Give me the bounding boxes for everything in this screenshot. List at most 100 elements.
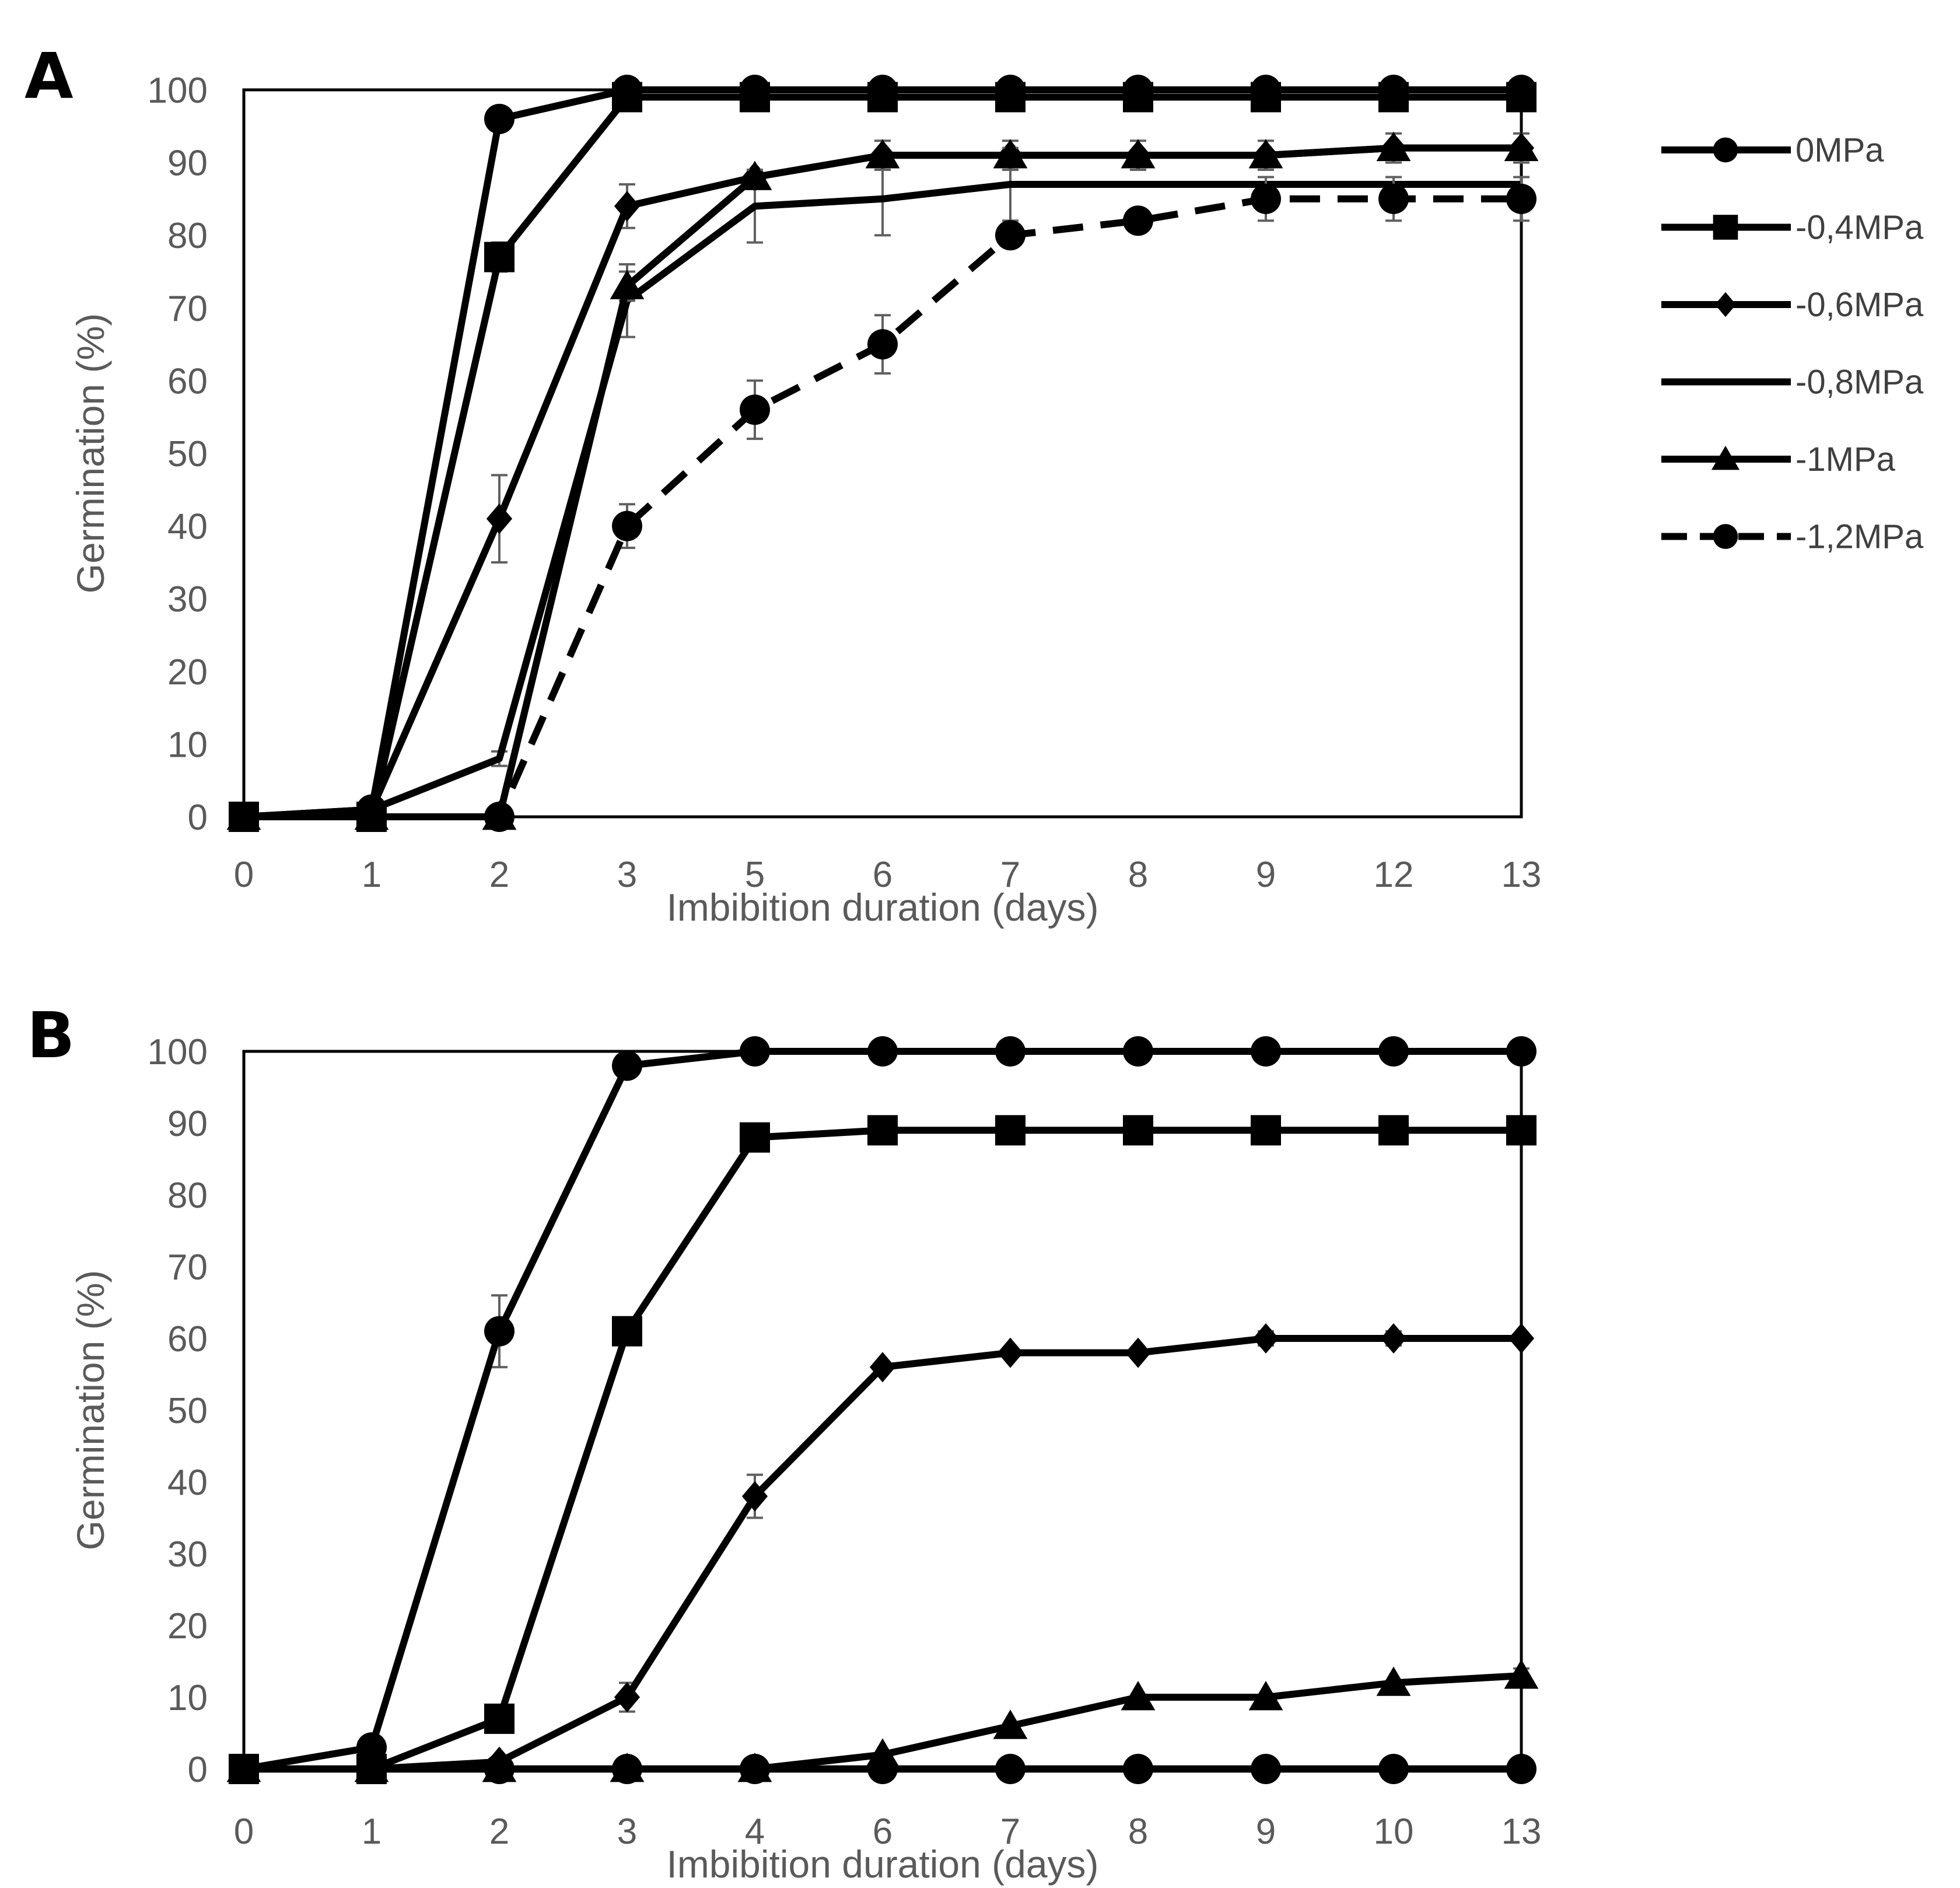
panel-b-y-tick-60: 60 [167,1319,208,1359]
panel-a-minus-1-2mpa-point-9 [1251,183,1281,214]
panel-b-minus-1-2mpa-point-0 [229,1754,259,1784]
panel-b-y-tick-90: 90 [167,1104,208,1144]
legend-item-minus-1-2mpa: -1,2MPa [1661,518,1924,556]
legend-label: -0,8MPa [1796,363,1924,401]
panel-b-minus-0-4mpa-point-3 [612,1316,642,1347]
panel-a-y-tick-60: 60 [167,361,208,401]
panel-b-minus-1-2mpa-point-7 [995,1754,1026,1784]
panel-a-y-tick-40: 40 [167,507,208,547]
panel-b-y-tick-50: 50 [167,1391,208,1431]
panel-a-y-tick-80: 80 [167,216,208,256]
panel-a-x-tick-1: 1 [362,855,382,895]
panel-b-minus-1-2mpa-point-3 [612,1754,642,1784]
panel-b-minus-0-4mpa-point-7 [995,1115,1026,1146]
panel-b-minus-1-2mpa-point-2 [484,1754,514,1784]
panel-b-y-tick-80: 80 [167,1176,208,1216]
panel-a-minus-0-4mpa-point-2 [484,242,514,272]
panel-a-minus-1-2mpa-line [244,195,1521,820]
legend-item-minus-1mpa: -1MPa [1661,440,1896,478]
panel-a-minus-1-2mpa-point-13 [1506,183,1536,214]
panel-b-x-tick-9: 9 [1256,1812,1276,1852]
panel-b-x-tick-7: 7 [1000,1812,1020,1852]
panel-a-y-tick-10: 10 [167,725,208,765]
panel-a-minus-1-2mpa-point-1 [356,802,387,832]
panel-b-minus-0-6mpa-point-4 [741,1481,768,1512]
panel-a-x-tick-7: 7 [1000,855,1020,895]
panel-b-x-axis-title: Imbibition duration (days) [666,1842,1098,1886]
panel-a-minus-0-4mpa-point-9 [1251,82,1281,113]
panel-a-minus-1-2mpa-point-12 [1378,183,1409,214]
panel-b-plot-frame [242,1050,1523,1771]
panel-b-minus-1mpa-point-9 [1248,1681,1283,1711]
panel-b-x-tick-8: 8 [1128,1812,1148,1852]
panel-b-series-0mpa [229,1036,1536,1784]
legend-item-0mpa: 0MPa [1661,131,1884,169]
panel-a-minus-1mpa-point-9 [1248,139,1283,169]
panel-b-y-tick-10: 10 [167,1678,208,1718]
panel-b-minus-1-2mpa-point-9 [1251,1754,1281,1784]
panel-a-minus-0-6mpa-point-2 [486,504,513,534]
panel-a-minus-0-4mpa-point-13 [1506,82,1536,113]
panel-b-x-tick-3: 3 [617,1812,637,1852]
panel-b-minus-0-6mpa-point-8 [1125,1337,1152,1368]
panel-a-x-tick-13: 13 [1502,855,1542,895]
legend-marker-circle [1713,524,1738,549]
panel-a-x-axis-title: Imbibition duration (days) [666,886,1098,929]
panel-a-y-tick-50: 50 [167,434,208,474]
panel-a-y-tick-20: 20 [167,652,208,693]
panel-b-minus-0-4mpa-point-8 [1123,1115,1153,1146]
panel-b-y-tick-0: 0 [188,1750,208,1790]
legend-marker-triangle [1711,446,1740,470]
panel-a-y-tick-70: 70 [167,289,208,329]
panel-b-x-tick-0: 0 [234,1812,254,1852]
panel-a-y-axis-title: Germination (%) [69,313,112,593]
panel-b-0mpa-point-10 [1378,1036,1409,1067]
panel-b-minus-1mpa-point-8 [1121,1681,1156,1711]
panel-b-minus-1mpa-point-10 [1376,1666,1411,1696]
panel-a-minus-0-4mpa-point-6 [867,82,898,113]
panel-a-y-tick-30: 30 [167,579,208,620]
panel-a-x-tick-3: 3 [617,855,637,895]
panel-b-minus-0-6mpa-point-10 [1380,1323,1407,1354]
panel-a-minus-0-4mpa-point-5 [740,82,770,113]
panel-a-minus-1mpa-point-8 [1121,139,1156,169]
panel-b-x-tick-1: 1 [362,1812,382,1852]
panel-b-0mpa-line [243,1048,1521,1772]
panel-b-0mpa-point-9 [1251,1036,1281,1067]
panel-a-minus-1-2mpa-point-0 [229,802,259,832]
panel-b-minus-0-4mpa-point-2 [484,1703,514,1734]
panel-a-x-tick-8: 8 [1128,855,1148,895]
panel-b-chart: B 0 10 20 30 40 50 60 70 80 90 100 0 1 2 3 4 6 7 8 9 10 13 Ge… [27,999,1541,1886]
panel-a-minus-0-4mpa-point-8 [1123,82,1153,113]
panel-a-minus-1mpa-point-3 [610,270,645,299]
panel-a-minus-1mpa-point-6 [865,139,900,169]
panel-b-label: B [27,999,75,1072]
panel-b-series-minus-1-2mpa [229,1754,1536,1784]
legend-label: 0MPa [1796,131,1884,169]
panel-b-minus-0-6mpa-point-9 [1252,1323,1279,1354]
panel-a-x-tick-2: 2 [489,855,509,895]
panel-b-0mpa-point-7 [995,1036,1026,1067]
panel-b-minus-1-2mpa-point-1 [356,1754,387,1784]
panel-a-y-tick-90: 90 [167,144,208,184]
panel-a-minus-1-2mpa-point-8 [1123,205,1153,236]
panel-a-minus-0-4mpa-point-12 [1378,82,1409,113]
panel-b-minus-1mpa-point-13 [1504,1659,1539,1689]
legend-item-minus-0-8mpa: -0,8MPa [1661,363,1924,401]
panel-a-minus-1-2mpa-point-2 [484,802,514,832]
panel-b-minus-0-6mpa-point-3 [614,1682,640,1712]
panel-b-minus-1mpa-point-7 [993,1709,1028,1739]
legend-marker-circle [1713,137,1738,163]
panel-b-y-tick-40: 40 [167,1463,208,1503]
panel-a-minus-1-2mpa-point-3 [612,511,642,541]
panel-a-x-tick-5: 5 [745,855,765,895]
panel-a-minus-1mpa-point-13 [1504,131,1539,162]
panel-b-y-tick-20: 20 [167,1606,208,1646]
legend-item-minus-0-4mpa: -0,4MPa [1661,209,1924,247]
panel-b-0mpa-point-13 [1506,1036,1536,1067]
panel-b-0mpa-point-2 [484,1316,514,1347]
panel-b-series-minus-0-6mpa [230,1323,1535,1784]
legend-label: -0,4MPa [1796,209,1924,247]
